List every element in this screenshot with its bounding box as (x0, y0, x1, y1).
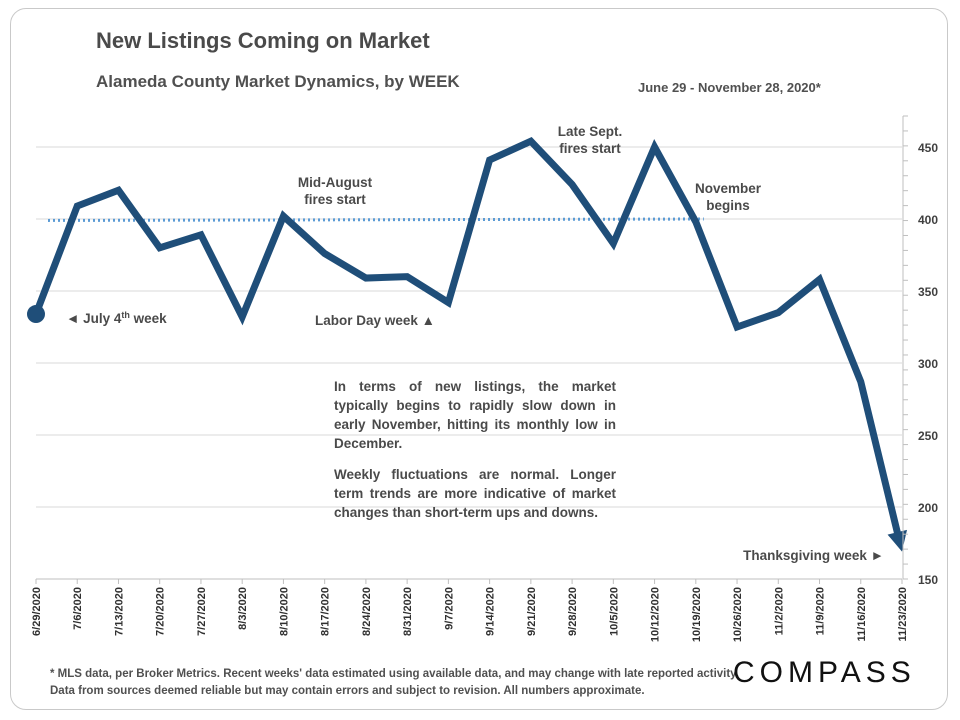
x-tick-label: 9/7/2020 (443, 587, 455, 630)
series-start-marker (27, 305, 45, 324)
x-tick-label: 8/3/2020 (237, 587, 249, 630)
series-line-new-listings (32, 137, 903, 539)
date-range: June 29 - November 28, 2020* (638, 80, 821, 95)
axes (35, 115, 908, 584)
x-tick-labels: 6/29/2020 7/6/2020 7/13/2020 7/20/2020 7/27/… (31, 587, 909, 642)
x-tick-label: 6/29/2020 (31, 587, 43, 636)
x-tick-label: 10/12/2020 (650, 587, 662, 642)
x-tick-label: 8/17/2020 (320, 587, 332, 636)
y-tick-label: 450 (918, 141, 938, 155)
annotations: ◄ July 4th week Mid-August fires start Labo… (66, 124, 884, 563)
y-tick-label: 200 (918, 501, 938, 515)
y-tick-label: 300 (918, 357, 938, 371)
x-tick-label: 9/21/2020 (526, 587, 538, 636)
annotation-label: Labor Day week ▲ (315, 313, 435, 328)
x-tick-label: 7/20/2020 (155, 587, 167, 636)
x-tick-label: 8/24/2020 (361, 587, 373, 636)
y-tick-label: 400 (918, 213, 938, 227)
x-tick-label: 11/2/2020 (773, 587, 785, 635)
y-tick-label: 350 (918, 285, 938, 299)
footnote: * MLS data, per Broker Metrics. Recent w… (50, 668, 739, 697)
slide-frame (10, 8, 948, 710)
x-tick-label: 8/31/2020 (402, 587, 414, 636)
compass-logo: COMPASS (733, 656, 916, 689)
y-tick-label: 150 (918, 573, 938, 587)
x-tick-label: 9/28/2020 (567, 587, 579, 636)
series-line (27, 137, 908, 552)
x-tick-label: 7/27/2020 (196, 587, 208, 636)
grid-lines (36, 146, 902, 508)
annotation-label: fires start (304, 192, 366, 207)
commentary-paragraph-1: In terms of new listings, the market typ… (334, 379, 616, 451)
x-tick-label: 10/19/2020 (691, 587, 703, 642)
y-tick-label: 250 (918, 429, 938, 443)
x-tick-label: 11/9/2020 (815, 587, 827, 635)
x-tick-label: 8/10/2020 (278, 587, 290, 636)
x-tick-label: 9/14/2020 (485, 587, 497, 636)
annotation-label: begins (706, 198, 750, 213)
x-tick-label: 10/5/2020 (608, 587, 620, 636)
x-tick-label: 7/13/2020 (113, 587, 125, 636)
series-end-arrow (887, 529, 908, 552)
annotation-label: ◄ July 4th week (66, 310, 167, 326)
x-tick-label: 11/23/2020 (897, 587, 909, 641)
chart-title: New Listings Coming on Market (96, 28, 430, 53)
annotation-label: Late Sept. (558, 124, 623, 139)
chart-subtitle: Alameda County Market Dynamics, by WEEK (96, 72, 460, 91)
x-tick-label: 7/6/2020 (72, 587, 84, 630)
y-tick-labels: 150 200 250 300 350 400 450 (918, 141, 938, 587)
commentary-paragraph-2: Weekly fluctuations are normal. Longer t… (334, 467, 616, 520)
x-tick-label: 10/26/2020 (732, 587, 744, 642)
annotation-label: November (695, 181, 762, 196)
annotation-label: Thanksgiving week ► (743, 548, 884, 563)
annotation-label: fires start (559, 141, 621, 156)
x-tick-label: 11/16/2020 (856, 587, 868, 641)
annotation-label: Mid-August (298, 175, 373, 190)
